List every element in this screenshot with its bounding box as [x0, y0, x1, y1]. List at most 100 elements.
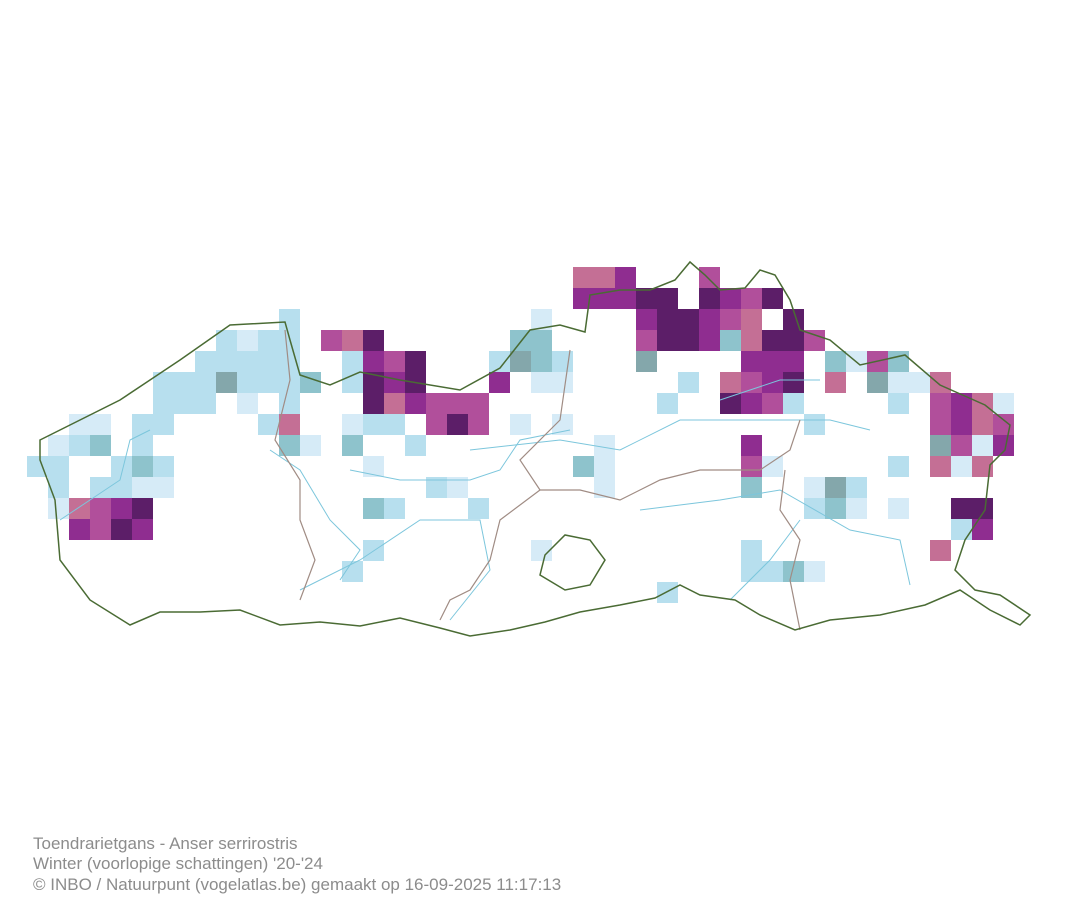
grid-cell [741, 393, 762, 414]
grid-cell [426, 414, 447, 435]
grid-cell [69, 519, 90, 540]
grid-cell [153, 477, 174, 498]
grid-cell [762, 456, 783, 477]
grid-cell [321, 330, 342, 351]
grid-cell [993, 414, 1014, 435]
grid-cell [447, 414, 468, 435]
grid-cell [48, 477, 69, 498]
grid-cell [972, 435, 993, 456]
grid-cell [132, 498, 153, 519]
grid-cell [363, 330, 384, 351]
grid-cell [594, 456, 615, 477]
grid-cell [342, 330, 363, 351]
grid-cells [27, 267, 1014, 603]
grid-cell [48, 435, 69, 456]
grid-cell [699, 330, 720, 351]
grid-cell [195, 393, 216, 414]
grid-cell [951, 498, 972, 519]
grid-cell [132, 435, 153, 456]
grid-cell [594, 435, 615, 456]
grid-cell [573, 288, 594, 309]
grid-cell [678, 372, 699, 393]
grid-cell [720, 309, 741, 330]
grid-cell [972, 456, 993, 477]
grid-cell [930, 540, 951, 561]
grid-cell [951, 519, 972, 540]
grid-cell [657, 288, 678, 309]
grid-cell [930, 393, 951, 414]
grid-cell [363, 372, 384, 393]
grid-cell [468, 414, 489, 435]
grid-cell [447, 393, 468, 414]
grid-cell [384, 393, 405, 414]
grid-cell [993, 435, 1014, 456]
grid-cell [258, 330, 279, 351]
grid-cell [993, 393, 1014, 414]
grid-cell [741, 540, 762, 561]
grid-cell [363, 351, 384, 372]
grid-cell [48, 498, 69, 519]
grid-cell [657, 330, 678, 351]
grid-cell [636, 309, 657, 330]
caption-line: © INBO / Natuurpunt (vogelatlas.be) gema… [33, 875, 561, 894]
grid-cell [111, 498, 132, 519]
grid-cell [111, 477, 132, 498]
grid-cell [720, 288, 741, 309]
caption-line: Winter (voorlopige schattingen) '20-'24 [33, 854, 323, 873]
grid-cell [951, 393, 972, 414]
grid-cell [867, 372, 888, 393]
grid-cell [447, 477, 468, 498]
grid-cell [825, 351, 846, 372]
grid-cell [804, 561, 825, 582]
grid-cell [132, 414, 153, 435]
grid-cell [69, 498, 90, 519]
grid-cell [237, 351, 258, 372]
grid-cell [132, 456, 153, 477]
grid-cell [531, 309, 552, 330]
grid-cell [342, 351, 363, 372]
grid-cell [783, 393, 804, 414]
grid-cell [27, 456, 48, 477]
grid-cell [111, 519, 132, 540]
grid-cell [468, 498, 489, 519]
grid-cell [489, 372, 510, 393]
grid-cell [825, 477, 846, 498]
grid-cell [636, 288, 657, 309]
grid-cell [951, 414, 972, 435]
grid-cell [699, 288, 720, 309]
grid-cell [762, 561, 783, 582]
grid-cell [90, 414, 111, 435]
grid-cell [300, 435, 321, 456]
grid-cell [237, 393, 258, 414]
grid-cell [531, 351, 552, 372]
grid-cell [951, 435, 972, 456]
grid-cell [783, 330, 804, 351]
grid-cell [573, 456, 594, 477]
grid-cell [174, 372, 195, 393]
grid-cell [825, 498, 846, 519]
grid-cell [153, 414, 174, 435]
grid-cell [741, 330, 762, 351]
grid-cell [405, 435, 426, 456]
grid-cell [783, 561, 804, 582]
grid-cell [972, 498, 993, 519]
grid-cell [657, 309, 678, 330]
grid-cell [258, 372, 279, 393]
grid-cell [363, 393, 384, 414]
grid-cell [90, 498, 111, 519]
grid-cell [888, 351, 909, 372]
grid-cell [930, 435, 951, 456]
grid-cell [531, 330, 552, 351]
grid-cell [279, 393, 300, 414]
grid-cell [741, 288, 762, 309]
grid-cell [342, 414, 363, 435]
caption: Toendrarietgans - Anser serrirostris Win… [33, 834, 561, 894]
grid-cell [468, 393, 489, 414]
grid-cell [615, 267, 636, 288]
grid-cell [657, 582, 678, 603]
grid-cell [846, 477, 867, 498]
grid-cell [699, 267, 720, 288]
grid-cell [279, 414, 300, 435]
grid-cell [762, 330, 783, 351]
grid-cell [237, 330, 258, 351]
